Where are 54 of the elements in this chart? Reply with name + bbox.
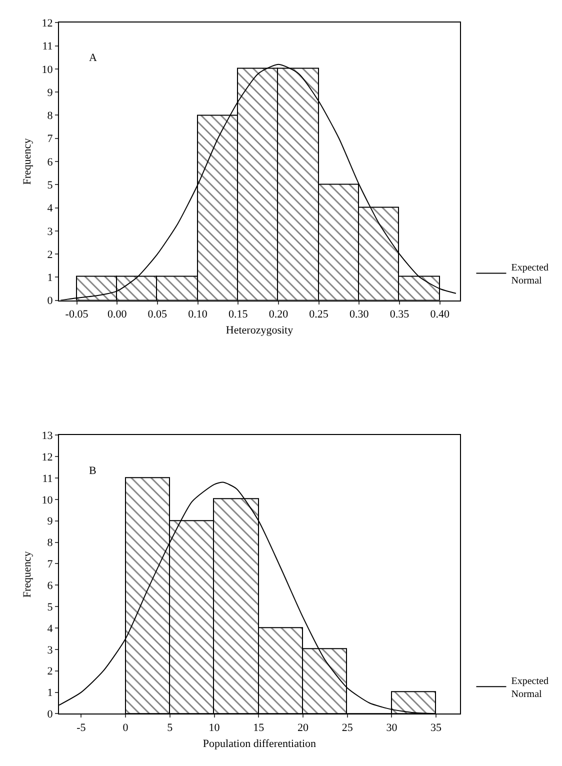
y-tick-label: 7 [47,133,54,146]
y-tick-label: 1 [47,272,53,284]
annotation: B [89,465,96,477]
x-tick-label: 25 [342,722,354,734]
x-tick-label: 0.15 [228,308,248,320]
y-tick-label: 9 [47,516,54,528]
y-axis-title: Frequency [21,550,34,598]
x-tick-label: 35 [430,722,442,734]
y-tick-label: 6 [47,580,54,592]
x-tick-label: 0.05 [148,308,168,320]
y-tick-label: 1 [47,687,53,700]
y-tick-label: 6 [47,156,54,168]
x-tick-label: 15 [253,722,265,734]
y-tick-label: 8 [47,537,54,550]
y-tick-label: 13 [42,430,54,442]
x-tick-label: 20 [297,722,309,734]
y-tick-label: 2 [47,248,53,261]
y-tick-label: 3 [47,226,54,238]
x-tick-label: 0.10 [188,308,208,320]
y-tick-label: 10 [42,64,54,76]
y-tick-label: 4 [47,622,54,635]
y-tick-label: 0 [47,708,54,721]
y-tick-label: 12 [42,18,53,30]
y-tick-label: 7 [47,558,54,571]
y-tick-label: 11 [42,472,53,485]
y-tick-label: 11 [42,40,53,53]
y-tick-label: 9 [47,86,54,99]
y-tick-label: 5 [47,179,54,192]
y-tick-label: 10 [42,494,54,506]
y-tick-label: 5 [47,601,54,614]
x-axis-title: Heterozygosity [226,324,294,337]
annotation: A [89,52,97,64]
x-tick-label: 0.40 [430,308,450,320]
y-tick-label: 3 [47,644,54,656]
x-axis-title: Population differentiation [202,738,317,750]
x-tick-label: 0.00 [107,308,128,320]
x-tick-label: -0.05 [65,308,89,320]
y-tick-label: 4 [47,202,54,215]
x-tick-label: 0 [122,722,129,734]
x-tick-label: 0.20 [268,308,289,320]
x-tick-label: -5 [76,722,86,734]
y-tick-label: 12 [42,451,53,464]
y-tick-label: 0 [47,295,54,308]
legend-label: Expected Normal [511,676,548,700]
y-tick-label: 2 [47,666,53,678]
x-tick-label: 0.35 [390,308,410,320]
x-tick-label: 10 [208,722,220,734]
y-axis-title: Frequency [21,138,34,185]
y-tick-label: 8 [47,110,54,122]
x-tick-label: 0.30 [350,308,370,320]
x-tick-label: 5 [167,722,174,734]
legend-label: Expected Normal [511,262,548,287]
x-tick-label: 30 [386,722,398,734]
x-tick-label: 0.25 [309,308,329,320]
